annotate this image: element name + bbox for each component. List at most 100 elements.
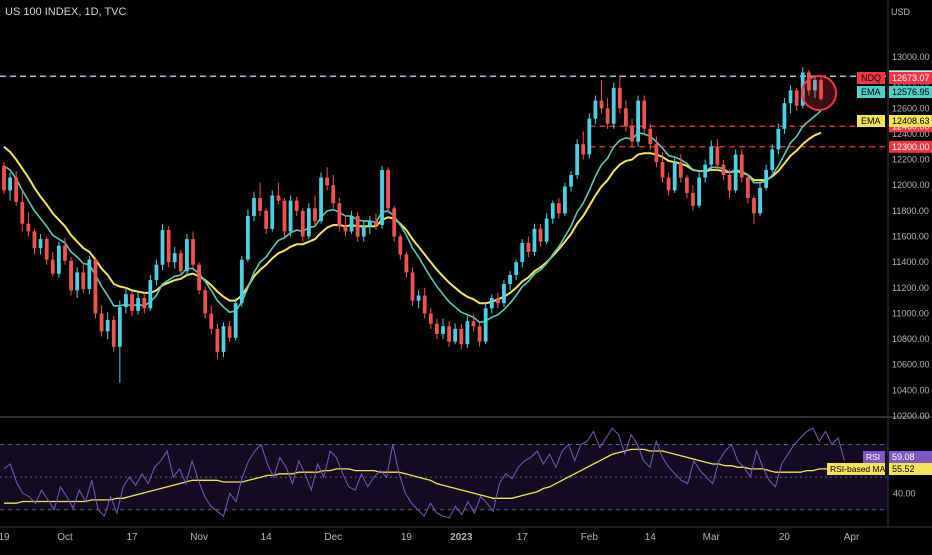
price-tag-name-bg: [857, 86, 885, 98]
candle: [392, 205, 397, 242]
candle-body: [447, 326, 451, 342]
time-tick-label: 14: [261, 532, 273, 543]
candle-body: [556, 203, 561, 214]
candle: [288, 195, 293, 237]
price-tick-label: 11000.00: [892, 308, 929, 318]
candle-body: [258, 198, 262, 211]
price-tick-label: 10200.00: [892, 411, 930, 421]
candle-body: [514, 262, 519, 275]
candle-body: [617, 87, 622, 109]
candle: [611, 82, 616, 129]
candle: [166, 226, 171, 268]
candle-body: [441, 326, 445, 334]
candle: [544, 213, 549, 245]
rsi-tag-name-bg: [863, 451, 885, 463]
candle: [569, 171, 573, 192]
candle: [630, 118, 634, 147]
candle: [245, 209, 250, 263]
price-tag-value-bg: [889, 72, 932, 84]
candle-body: [374, 221, 378, 225]
price-tag-value: 12576.95: [892, 87, 930, 97]
candle-body: [538, 228, 543, 242]
candle-body: [26, 223, 31, 232]
candle: [355, 212, 360, 242]
candle-body: [697, 177, 701, 206]
candle-body: [270, 195, 275, 229]
candle: [416, 290, 421, 309]
candle-body: [477, 326, 482, 342]
time-tick-label: Dec: [324, 532, 342, 543]
candle-body: [50, 259, 55, 274]
candle: [422, 287, 427, 319]
candle: [282, 198, 287, 237]
candle-body: [422, 295, 427, 314]
level-tag-label: 12300.00: [892, 142, 930, 152]
candle-body: [87, 259, 92, 290]
candle: [813, 74, 817, 99]
candle-body: [203, 290, 208, 314]
price-tag-value: 12408.63: [892, 116, 930, 126]
candle: [215, 323, 220, 360]
candle-body: [526, 242, 531, 252]
candle-body: [459, 328, 464, 345]
candle: [343, 216, 348, 237]
candle-body: [563, 186, 567, 214]
price-tick-label: 11400.00: [892, 257, 929, 267]
candle-body: [758, 187, 762, 214]
time-tick-label: Apr: [844, 532, 860, 543]
candle: [636, 95, 641, 147]
candle: [691, 185, 695, 211]
candle-body: [788, 90, 793, 104]
rsi-tag-name-bg: [827, 463, 885, 475]
candle-body: [99, 313, 104, 332]
level-tag-bg: [889, 140, 932, 153]
candle-body: [166, 230, 171, 263]
candle-body: [745, 177, 750, 199]
candle-body: [63, 245, 67, 261]
candle: [447, 321, 451, 347]
price-tag-value: 12673.07: [892, 73, 930, 83]
candle-body: [733, 154, 738, 191]
price-tag: EMA 12408.63: [857, 115, 932, 127]
candle: [93, 257, 98, 319]
candle: [172, 246, 177, 269]
time-tick-label: 17: [517, 532, 529, 543]
candle-body: [313, 208, 317, 222]
candle-body: [703, 164, 708, 178]
candle: [276, 182, 281, 205]
candle-body: [575, 144, 580, 175]
candle: [81, 262, 86, 293]
candle: [788, 85, 793, 114]
time-tick-label: Mar: [703, 532, 721, 543]
candle-body: [806, 72, 811, 91]
currency-label: USD: [891, 7, 911, 17]
candle-body: [678, 162, 683, 178]
price-tick-label: 11200.00: [892, 283, 929, 293]
candle-body: [130, 294, 134, 311]
candle: [410, 267, 415, 306]
candle: [593, 95, 598, 124]
candle-body: [325, 177, 330, 186]
candle-body: [599, 100, 604, 109]
candle: [435, 318, 439, 340]
candle-body: [221, 326, 226, 352]
candle: [374, 213, 378, 231]
candle-body: [233, 303, 238, 338]
candle-body: [502, 283, 506, 304]
candle: [142, 292, 147, 314]
candle: [819, 74, 823, 101]
price-tick-label: 11800.00: [892, 206, 929, 216]
candle: [349, 210, 354, 234]
candle: [294, 196, 299, 217]
price-tag-value-bg: [889, 86, 932, 98]
candle: [233, 298, 238, 341]
candle-body: [453, 328, 458, 342]
candle: [50, 251, 55, 277]
ema-fast-line: [3, 110, 822, 324]
price-tick-label: 12200.00: [892, 155, 930, 165]
candle-body: [465, 321, 470, 345]
candle-body: [727, 174, 732, 191]
candle: [684, 174, 689, 199]
rsi-tag-value-bg: [889, 451, 932, 463]
